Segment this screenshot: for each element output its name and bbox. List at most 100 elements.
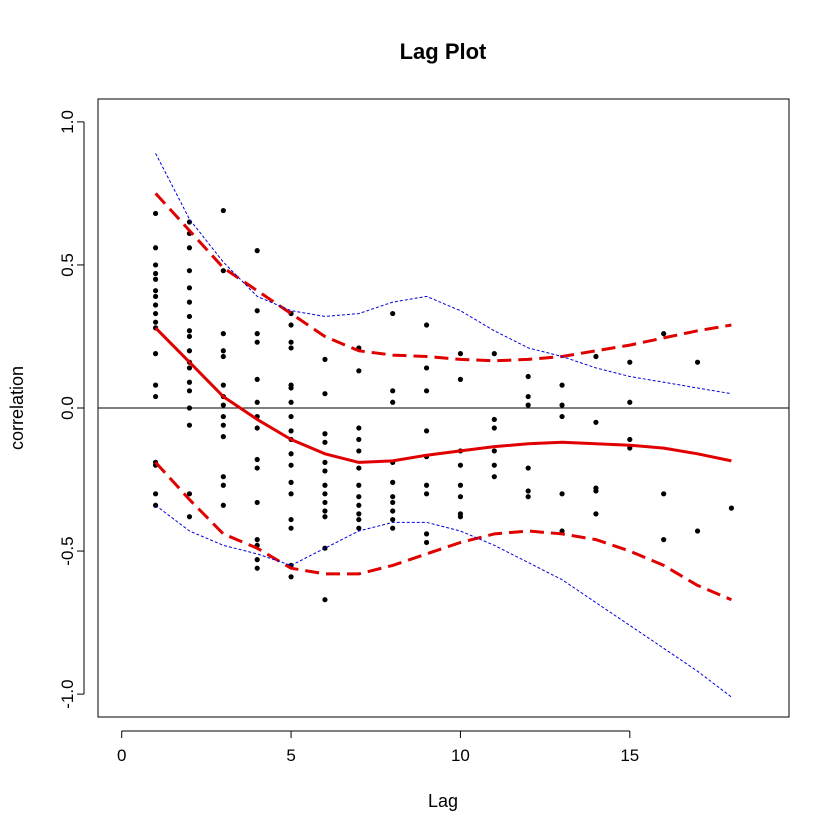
data-point [491, 351, 497, 357]
data-point [186, 491, 193, 497]
data-point [152, 288, 159, 294]
data-point [525, 393, 531, 400]
data-point [356, 516, 362, 523]
data-point [694, 528, 701, 534]
data-point [322, 597, 328, 603]
data-point [322, 459, 328, 465]
data-point [186, 388, 193, 394]
data-point [559, 491, 565, 497]
data-point [288, 385, 294, 391]
data-point [423, 365, 430, 371]
data-point [220, 474, 226, 480]
data-point [728, 505, 735, 511]
data-point [457, 482, 464, 488]
data-point [525, 488, 531, 494]
data-point [423, 531, 430, 537]
data-point [186, 422, 193, 428]
data-point [254, 557, 260, 563]
data-point [288, 525, 294, 531]
x-axis: 0 5 10 15 [117, 730, 639, 765]
data-point [254, 465, 260, 471]
data-point [254, 499, 260, 506]
data-point [186, 379, 193, 385]
data-point [661, 491, 667, 497]
data-point [356, 425, 362, 431]
data-point [254, 399, 260, 405]
data-point [186, 348, 193, 354]
data-point [288, 462, 294, 468]
data-point [390, 479, 396, 485]
data-point [220, 434, 226, 440]
data-point [423, 428, 430, 434]
data-point [627, 359, 633, 365]
data-point [220, 422, 226, 428]
data-point [322, 499, 328, 506]
data-point [152, 262, 159, 268]
data-point [186, 285, 193, 291]
data-point [254, 308, 260, 314]
data-point [220, 502, 226, 508]
y-tick-label: 1.0 [58, 110, 77, 134]
data-point [322, 391, 328, 397]
data-point [694, 359, 701, 365]
data-point [559, 402, 565, 408]
data-point [491, 462, 497, 468]
data-point [152, 351, 159, 357]
data-point [186, 245, 193, 251]
data-point [593, 353, 599, 360]
plot-area [98, 153, 789, 698]
data-point [186, 365, 193, 371]
data-point [288, 413, 294, 420]
data-point [322, 439, 328, 445]
data-point [152, 302, 159, 308]
data-point [356, 482, 362, 488]
data-point [390, 499, 396, 506]
data-point [356, 448, 362, 454]
data-point [593, 511, 599, 517]
data-point [288, 339, 294, 345]
x-tick-label: 15 [620, 746, 639, 765]
data-point [152, 319, 159, 325]
data-point [559, 413, 565, 420]
data-point [457, 351, 464, 357]
data-point [288, 491, 294, 497]
data-point [152, 245, 159, 251]
y-axis-label: correlation [7, 366, 27, 450]
data-point [254, 537, 260, 543]
data-point [220, 353, 226, 360]
data-point [152, 491, 159, 497]
data-point [288, 399, 294, 405]
data-point [220, 348, 226, 354]
lower-envelope-line [155, 504, 732, 698]
data-point [661, 331, 667, 337]
data-point [593, 419, 599, 425]
data-point [152, 276, 159, 282]
data-point [491, 425, 497, 431]
data-point [254, 425, 260, 431]
data-point [254, 248, 260, 254]
data-point [220, 382, 226, 388]
data-point [491, 448, 497, 454]
data-point [220, 207, 226, 214]
data-point [152, 210, 159, 217]
data-point [254, 456, 260, 463]
data-point [152, 382, 159, 388]
data-point [220, 413, 226, 420]
data-point [457, 514, 464, 520]
data-point [322, 468, 328, 474]
y-tick-label: 0.5 [58, 253, 77, 277]
data-point [423, 482, 430, 488]
data-point [491, 416, 497, 423]
data-point [390, 388, 396, 394]
data-point [356, 494, 362, 500]
data-point [356, 465, 362, 471]
data-point [288, 428, 294, 434]
data-point [390, 310, 396, 317]
data-point [390, 525, 396, 531]
data-point [288, 516, 294, 523]
data-point [186, 328, 193, 334]
data-point [220, 482, 226, 488]
upper-envelope-line [155, 153, 732, 395]
data-point [220, 268, 226, 274]
